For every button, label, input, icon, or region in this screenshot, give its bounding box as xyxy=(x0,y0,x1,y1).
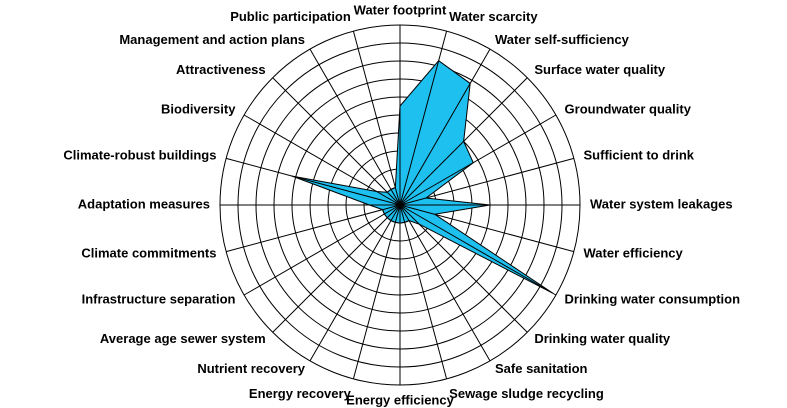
spoke xyxy=(399,204,448,379)
axis-label: Drinking water consumption xyxy=(565,291,741,306)
axis-label: Safe sanitation xyxy=(495,361,588,376)
spoke xyxy=(399,31,448,206)
axis-label: Attractiveness xyxy=(176,62,266,77)
axis-label: Energy recovery xyxy=(249,386,352,401)
axis-label: Nutrient recovery xyxy=(197,361,305,376)
axis-label: Drinking water quality xyxy=(534,331,671,346)
spoke xyxy=(352,204,401,379)
spoke xyxy=(226,204,401,253)
spoke xyxy=(399,204,557,296)
spoke xyxy=(399,157,574,206)
axis-label: Water self-sufficiency xyxy=(495,32,630,47)
axis-label: Water system leakages xyxy=(590,196,733,211)
axis-label: Infrastructure separation xyxy=(82,291,236,306)
spoke xyxy=(272,77,401,206)
axis-label: Water efficiency xyxy=(584,246,684,261)
spoke xyxy=(399,48,491,206)
spoke xyxy=(399,204,574,253)
axis-label: Biodiversity xyxy=(161,101,236,116)
spoke xyxy=(309,204,401,362)
axis-label: Average age sewer system xyxy=(100,331,266,346)
axis-label: Climate-robust buildings xyxy=(63,147,216,162)
spoke xyxy=(243,114,401,206)
spoke xyxy=(399,77,528,206)
spoke xyxy=(243,204,401,296)
axis-label: Adaptation measures xyxy=(78,196,210,211)
spoke xyxy=(399,204,528,333)
axis-label: Public participation xyxy=(230,9,351,24)
axis-label: Water footprint xyxy=(354,2,447,17)
axis-label: Water scarcity xyxy=(449,9,538,24)
spoke xyxy=(272,204,401,333)
axis-label: Sufficient to drink xyxy=(584,147,695,162)
spoke xyxy=(399,114,557,206)
axis-label: Surface water quality xyxy=(534,62,666,77)
axis-label: Energy efficiency xyxy=(346,392,454,407)
spoke xyxy=(352,31,401,206)
spoke xyxy=(399,204,491,362)
axis-label: Sewage sludge recycling xyxy=(449,386,604,401)
axis-label: Groundwater quality xyxy=(565,101,692,116)
spoke xyxy=(226,157,401,206)
spoke xyxy=(309,48,401,206)
axis-label: Management and action plans xyxy=(119,32,305,47)
axis-label: Climate commitments xyxy=(81,246,216,261)
